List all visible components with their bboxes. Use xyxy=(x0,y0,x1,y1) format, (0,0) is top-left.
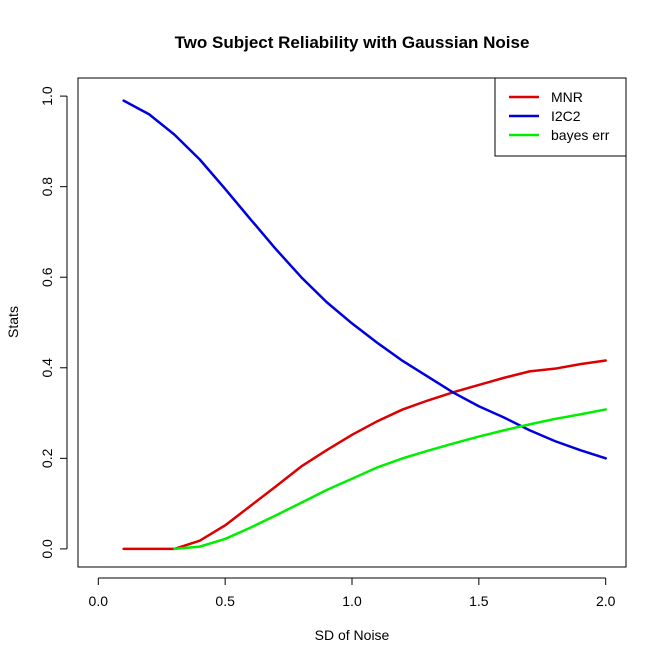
x-tick-label: 1.5 xyxy=(469,593,489,609)
legend-label-bayes-err: bayes err xyxy=(551,127,610,143)
y-tick-label: 0.8 xyxy=(39,177,55,197)
chart-title: Two Subject Reliability with Gaussian No… xyxy=(175,33,530,52)
x-axis: 0.0 0.5 1.0 1.5 2.0 xyxy=(89,577,616,609)
x-tick-label: 0.5 xyxy=(215,593,235,609)
y-axis: 0.0 0.2 0.4 0.6 0.8 1.0 xyxy=(39,86,68,559)
legend-label-mnr: MNR xyxy=(551,89,583,105)
y-tick-label: 0.6 xyxy=(39,267,55,287)
x-tick-label: 0.0 xyxy=(89,593,109,609)
series-line-bayes-err xyxy=(173,408,607,551)
y-tick-label: 1.0 xyxy=(39,86,55,106)
legend-label-i2c2: I2C2 xyxy=(551,108,581,124)
x-axis-label: SD of Noise xyxy=(315,627,390,643)
plot-frame xyxy=(77,77,627,568)
y-tick-label: 0.4 xyxy=(39,358,55,378)
series-line-mnr xyxy=(122,359,607,551)
y-axis-label: Stats xyxy=(5,306,21,338)
legend: MNR I2C2 bayes err xyxy=(494,77,627,157)
x-tick-label: 2.0 xyxy=(596,593,616,609)
y-tick-label: 0.0 xyxy=(39,539,55,559)
series-line-i2c2 xyxy=(122,99,607,460)
y-tick-label: 0.2 xyxy=(39,448,55,468)
x-tick-label: 1.0 xyxy=(342,593,362,609)
series-layer xyxy=(122,99,607,551)
